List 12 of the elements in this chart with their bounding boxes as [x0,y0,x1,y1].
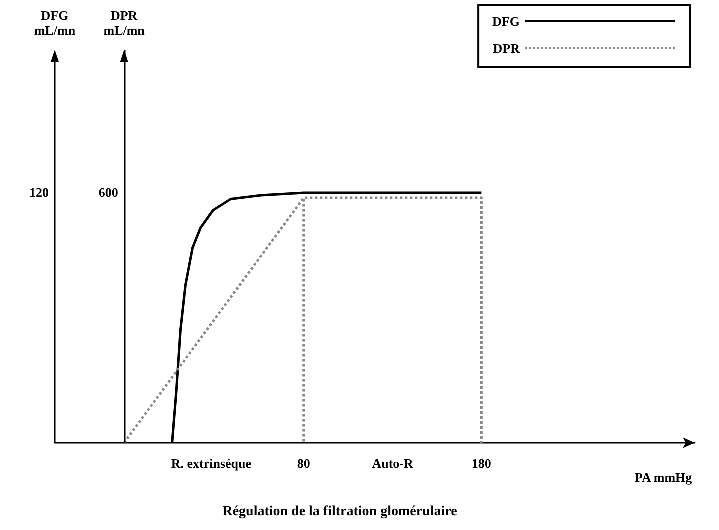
text: DPR mL/mn [102,8,146,38]
x-tick-label: Auto-R [372,456,414,471]
annotation: 600 [98,185,118,200]
x-axis-title: PA mmHg [635,470,693,485]
x-tick-label: 80 [297,456,310,471]
text: 120 [28,185,49,200]
text: DFG [492,14,520,29]
text: DFG mL/mn [33,8,77,38]
x-tick-label: 180 [472,456,492,471]
text: DPR [493,41,521,56]
x-tick-label: R. extrinséque [171,456,252,471]
text: Régulation de la filtration glomérulaire [222,504,458,520]
